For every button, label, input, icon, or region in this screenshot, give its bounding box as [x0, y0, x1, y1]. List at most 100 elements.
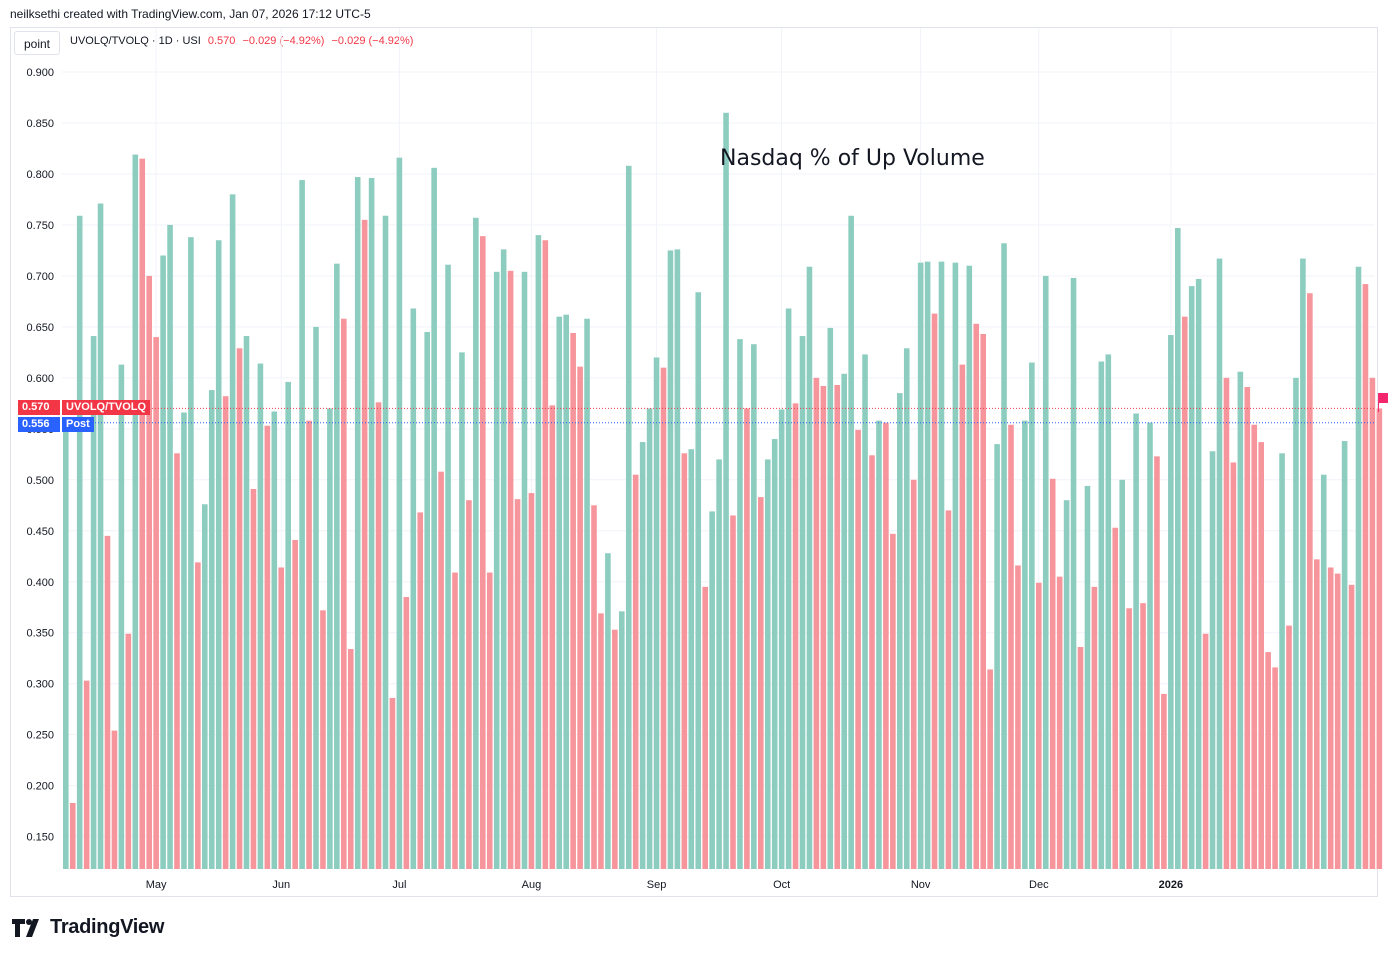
bar[interactable] — [820, 386, 827, 869]
bar[interactable] — [264, 425, 271, 869]
bar[interactable] — [195, 562, 201, 869]
bar[interactable] — [1001, 243, 1007, 869]
bar[interactable] — [222, 396, 229, 869]
bar[interactable] — [612, 629, 618, 869]
bar[interactable] — [1168, 335, 1174, 869]
bar[interactable] — [973, 323, 980, 869]
bar[interactable] — [445, 264, 451, 869]
bar[interactable] — [730, 515, 736, 869]
bar[interactable] — [667, 250, 674, 869]
bar[interactable] — [792, 403, 799, 869]
bar[interactable] — [1175, 227, 1181, 870]
bar[interactable] — [674, 249, 681, 869]
bar[interactable] — [980, 334, 986, 869]
bar[interactable] — [1327, 567, 1334, 869]
bar[interactable] — [327, 408, 333, 869]
bar[interactable] — [1119, 479, 1125, 869]
bar[interactable] — [938, 261, 945, 869]
bar[interactable] — [841, 373, 847, 869]
bar[interactable] — [507, 270, 514, 869]
bar[interactable] — [229, 194, 236, 870]
bar[interactable] — [1286, 625, 1292, 869]
bar[interactable] — [1147, 422, 1153, 869]
bar[interactable] — [785, 308, 792, 869]
bar[interactable] — [542, 240, 549, 870]
point-button[interactable]: point — [14, 31, 60, 55]
bar[interactable] — [202, 504, 208, 869]
bar[interactable] — [1348, 584, 1355, 869]
bar[interactable] — [535, 235, 542, 869]
bar[interactable] — [1202, 633, 1209, 869]
bar[interactable] — [1376, 408, 1383, 869]
bar[interactable] — [751, 344, 757, 870]
bar[interactable] — [903, 348, 910, 869]
bar[interactable] — [917, 262, 924, 869]
bar[interactable] — [521, 271, 528, 869]
bar[interactable] — [876, 420, 882, 869]
bar[interactable] — [389, 697, 396, 869]
bar[interactable] — [313, 326, 319, 870]
bar[interactable] — [758, 497, 764, 869]
bar[interactable] — [778, 409, 785, 869]
bar[interactable] — [813, 377, 820, 869]
bar[interactable] — [869, 455, 875, 869]
bar[interactable] — [104, 535, 111, 869]
bar[interactable] — [681, 453, 688, 869]
bar[interactable] — [1154, 456, 1160, 869]
chart-legend[interactable]: UVOLQ/TVOLQ · 1D · USI 0.570 −0.029 (−4.… — [70, 35, 413, 47]
bar[interactable] — [1300, 258, 1306, 869]
bar[interactable] — [695, 292, 702, 870]
bar[interactable] — [514, 499, 521, 869]
bar[interactable] — [1140, 603, 1146, 869]
bar[interactable] — [90, 336, 97, 869]
bar[interactable] — [549, 405, 556, 869]
bar[interactable] — [257, 363, 264, 869]
bar[interactable] — [1105, 354, 1112, 869]
bar[interactable] — [431, 167, 437, 869]
bar[interactable] — [181, 412, 187, 869]
bar[interactable] — [459, 352, 465, 869]
bar[interactable] — [987, 669, 993, 869]
bar[interactable] — [827, 327, 834, 869]
bar[interactable] — [1272, 667, 1278, 869]
bar[interactable] — [111, 730, 118, 869]
bar[interactable] — [306, 420, 312, 869]
bar[interactable] — [1084, 485, 1091, 869]
bar[interactable] — [591, 505, 597, 869]
bar[interactable] — [598, 613, 604, 869]
bar[interactable] — [1369, 377, 1376, 869]
bar[interactable] — [69, 802, 76, 869]
bar[interactable] — [139, 158, 146, 869]
bar[interactable] — [1251, 424, 1258, 869]
bar[interactable] — [1181, 316, 1188, 869]
bar[interactable] — [236, 348, 243, 869]
bar[interactable] — [570, 332, 576, 869]
bar[interactable] — [1008, 424, 1014, 869]
bar[interactable] — [910, 479, 917, 869]
bar[interactable] — [1320, 474, 1327, 869]
bar[interactable] — [528, 493, 535, 869]
bar[interactable] — [97, 203, 104, 869]
bar[interactable] — [771, 439, 778, 869]
bar[interactable] — [500, 249, 507, 869]
bar[interactable] — [1334, 573, 1341, 869]
bar[interactable] — [188, 237, 194, 869]
bar[interactable] — [1056, 576, 1063, 869]
bar[interactable] — [646, 408, 653, 869]
bar[interactable] — [334, 263, 340, 869]
bar[interactable] — [1216, 258, 1223, 869]
bar[interactable] — [1223, 377, 1230, 869]
bar[interactable] — [417, 512, 424, 869]
bar[interactable] — [660, 367, 667, 869]
bar[interactable] — [619, 611, 625, 869]
bar[interactable] — [1362, 284, 1369, 869]
bar[interactable] — [1265, 652, 1271, 869]
bar[interactable] — [716, 459, 722, 869]
bar[interactable] — [1258, 442, 1264, 869]
bar[interactable] — [848, 215, 854, 869]
bar[interactable] — [688, 449, 695, 869]
bar[interactable] — [563, 314, 569, 869]
bar[interactable] — [1029, 362, 1035, 869]
bar[interactable] — [285, 381, 291, 869]
bar[interactable] — [799, 336, 806, 869]
